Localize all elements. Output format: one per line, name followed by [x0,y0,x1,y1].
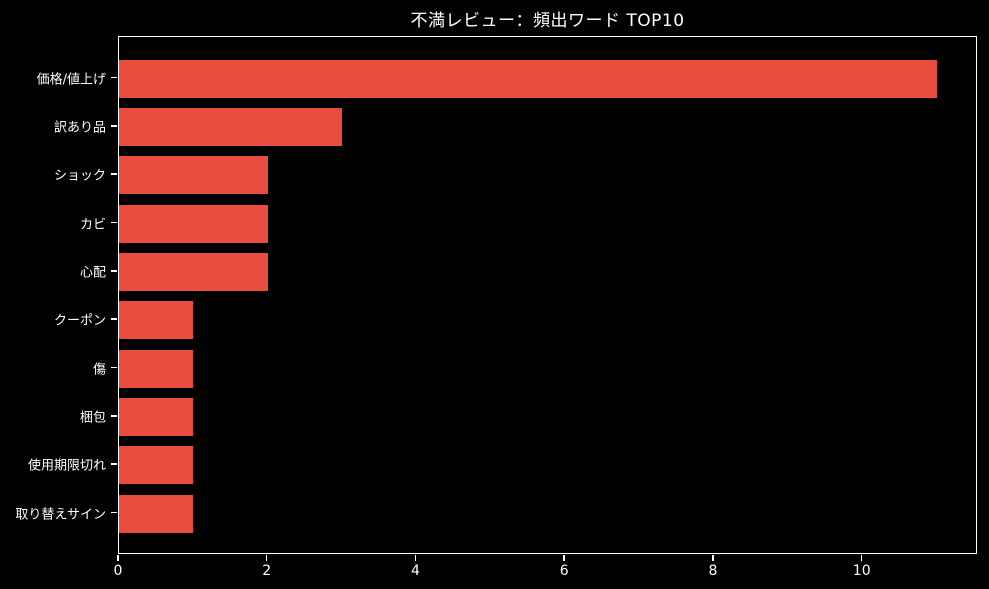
chart-title: 不満レビュー：頻出ワード TOP10 [410,11,685,31]
x-tick-label: 6 [559,563,569,579]
y-tick-mark [111,125,117,127]
bar [119,301,194,340]
bar [119,252,268,291]
bar [119,204,268,243]
plot-area [118,36,977,554]
bar [119,59,938,98]
x-tick-label: 2 [262,563,272,579]
y-tick-mark [111,463,117,465]
x-tick-mark [712,555,714,561]
y-tick-label: 価格/値上げ [36,72,106,87]
y-tick-label: ショック [53,168,106,184]
y-tick-mark [111,415,117,417]
bar [119,397,194,436]
y-tick-mark [111,173,117,175]
x-tick-label: 10 [852,563,871,579]
y-tick-mark [111,221,117,224]
y-tick-label: 訳あり品 [53,120,106,136]
y-tick-label: 傷 [92,362,106,377]
x-tick-mark [414,555,417,561]
y-tick-label: 使用期限切れ [27,458,106,474]
bar [119,446,194,485]
y-tick-mark [111,318,117,320]
x-tick-label: 8 [708,563,718,579]
x-tick-label: 4 [411,563,420,579]
y-tick-label: 梱包 [79,410,106,426]
y-tick-mark [111,511,117,514]
y-tick-mark [111,270,117,272]
x-tick-mark [860,555,863,561]
bar [119,349,194,388]
x-tick-mark [117,555,119,561]
y-tick-label: 取り替えサイン [15,507,106,522]
y-tick-mark [111,76,117,79]
bar [119,156,268,195]
bar [119,494,194,533]
x-tick-label: 0 [113,563,123,579]
x-tick-mark [563,555,565,561]
y-tick-mark [111,366,117,369]
y-tick-label: カビ [79,217,106,232]
bar [119,107,343,146]
y-tick-label: クーポン [53,313,106,329]
y-tick-label: 心配 [79,265,106,281]
x-tick-mark [265,555,268,561]
